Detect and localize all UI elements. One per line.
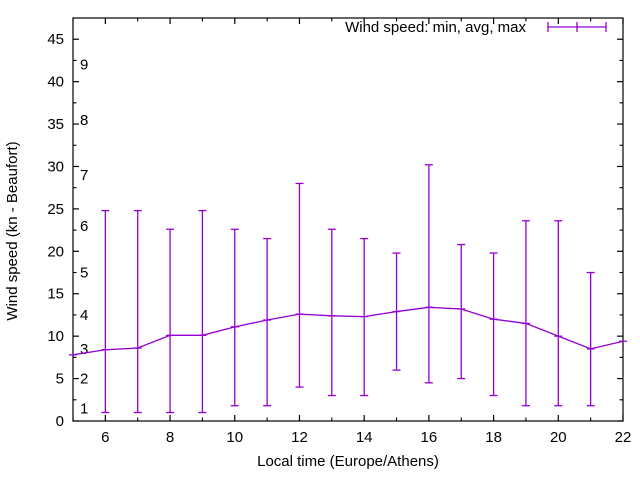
y-tick-label-beaufort: 5 xyxy=(80,265,88,282)
error-bar xyxy=(263,237,272,407)
x-axis-ticks: 6 8 10 12 14 16 18 20 22 xyxy=(72,18,632,446)
y-tick-label-beaufort: 4 xyxy=(80,307,88,324)
y-tick-label-knots: 20 xyxy=(47,243,64,260)
y-tick-label-beaufort: 9 xyxy=(80,57,88,74)
y-tick-label-knots: 40 xyxy=(47,74,64,91)
y-tick-label-beaufort: 6 xyxy=(80,218,88,235)
x-tick-label: 12 xyxy=(291,429,308,446)
error-bar xyxy=(198,209,207,414)
error-bar xyxy=(230,228,239,407)
x-tick-label: 14 xyxy=(356,429,373,446)
y-tick-label-knots: 35 xyxy=(47,116,64,133)
x-tick-label: 10 xyxy=(226,429,243,446)
error-bar xyxy=(489,252,498,397)
x-tick-label: 6 xyxy=(101,429,109,446)
y-axis-title: Wind speed (kn - Beaufort) xyxy=(4,141,21,320)
error-bar xyxy=(457,243,466,380)
x-tick-label: 22 xyxy=(615,429,632,446)
error-bar xyxy=(166,228,175,414)
y-tick-label-knots: 25 xyxy=(47,201,64,218)
y-tick-label-knots: 10 xyxy=(47,328,64,345)
error-bar xyxy=(554,220,563,407)
chart-legend: Wind speed: min, avg, max xyxy=(345,19,607,36)
error-bar xyxy=(295,182,304,388)
x-axis-title: Local time (Europe/Athens) xyxy=(257,453,439,470)
average-line xyxy=(72,306,624,356)
error-bar xyxy=(424,164,433,384)
error-bar xyxy=(101,209,110,414)
y-tick-label-knots: 30 xyxy=(47,158,64,175)
y-tick-label-knots: 5 xyxy=(56,371,64,388)
y-tick-label-beaufort: 8 xyxy=(80,112,88,129)
y-tick-label-knots: 0 xyxy=(56,413,64,430)
error-bar xyxy=(521,220,530,407)
y-tick-label-beaufort: 1 xyxy=(80,400,88,417)
x-tick-label: 20 xyxy=(550,429,567,446)
plot-frame xyxy=(72,17,624,422)
y-tick-label-knots: 15 xyxy=(47,286,64,303)
y-tick-label-beaufort: 7 xyxy=(80,167,88,184)
y-tick-label-knots: 45 xyxy=(47,31,64,48)
legend-sample-marker xyxy=(547,22,607,32)
y-tick-label-beaufort: 3 xyxy=(80,341,88,358)
error-bar xyxy=(586,271,595,407)
x-tick-label: 18 xyxy=(485,429,502,446)
error-bar xyxy=(133,209,142,414)
error-bar xyxy=(327,228,336,397)
x-tick-label: 16 xyxy=(421,429,438,446)
y-axis-beaufort-labels: 1 2 3 4 5 6 7 8 9 xyxy=(80,57,88,418)
legend-label: Wind speed: min, avg, max xyxy=(345,19,526,36)
x-tick-label: 8 xyxy=(166,429,174,446)
y-tick-label-beaufort: 2 xyxy=(80,371,88,388)
error-bars-group xyxy=(69,164,627,414)
